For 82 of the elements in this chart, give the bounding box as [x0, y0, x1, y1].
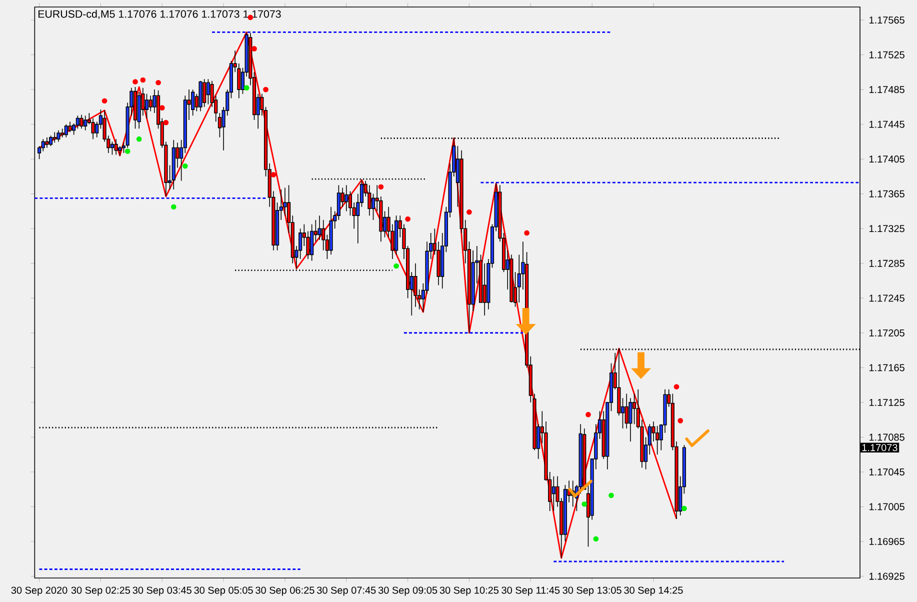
y-tick-label: 1.17045: [869, 468, 904, 476]
point: [524, 230, 530, 236]
point: [674, 384, 680, 390]
y-tick-label: 1.17325: [869, 225, 904, 232]
point: [586, 412, 591, 418]
point: [466, 209, 472, 215]
point: [608, 492, 614, 498]
y-tick-label: 1.17245: [869, 294, 904, 302]
candlestick: [137, 92, 141, 130]
candlestick: [368, 184, 372, 216]
y-tick-label: 1.17085: [869, 434, 904, 441]
point: [170, 204, 176, 210]
y-tick-label: 1.17285: [869, 260, 904, 267]
x-tick-label: 30 Sep 02:25: [71, 586, 130, 596]
point: [140, 77, 146, 83]
y-tick-label: 1.17445: [869, 120, 904, 128]
candlestick: [436, 241, 440, 286]
x-tick-label: 30 Sep 2020: [11, 586, 68, 596]
line-series: [38, 31, 678, 559]
point: [270, 172, 276, 178]
candlestick: [482, 262, 486, 316]
candlestick: [652, 421, 656, 442]
point: [182, 163, 188, 169]
point: [678, 418, 684, 424]
candlestick: [344, 184, 348, 212]
chart-title: EURUSD-cd,M5 1.17076 1.17076 1.17073 1.17073: [38, 10, 281, 20]
candlestick: [318, 215, 322, 240]
point: [136, 136, 142, 142]
point: [394, 263, 399, 269]
y-tick-label: 1.17405: [869, 156, 904, 163]
x-tick-label: 30 Sep 06:25: [256, 586, 314, 596]
point: [405, 216, 410, 222]
x-tick-label: 30 Sep 03:45: [132, 586, 192, 596]
candlestick: [52, 132, 56, 143]
point: [252, 46, 257, 52]
y-tick-label: 1.17125: [869, 398, 904, 406]
candlestick: [45, 136, 49, 148]
y-tick-label: 1.17365: [869, 190, 904, 198]
x-tick-label: 30 Sep 09:05: [378, 586, 438, 596]
candlestick: [118, 146, 122, 156]
y-tick-label: 1.16965: [869, 538, 904, 546]
point: [582, 501, 588, 507]
candlestick: [306, 230, 310, 260]
candlestick: [80, 114, 84, 130]
candlestick: [114, 138, 118, 156]
y-tick-label: 1.16925: [869, 572, 904, 580]
point: [593, 536, 599, 542]
y-tick-label: 1.17565: [869, 16, 904, 24]
candlestick: [471, 250, 475, 312]
y-tick-label: 1.17005: [869, 503, 904, 510]
candlestick: [624, 393, 628, 429]
candlestick: [329, 206, 333, 256]
x-tick-label: 30 Sep 07:45: [317, 586, 376, 596]
x-tick-label: 30 Sep 14:25: [624, 586, 683, 596]
y-tick-label: 1.17205: [869, 329, 904, 336]
candlestick: [628, 398, 632, 442]
candlestick: [517, 254, 521, 303]
candlestick: [91, 118, 95, 140]
point: [132, 79, 138, 84]
candlestick: [56, 130, 60, 142]
candlestick: [172, 140, 176, 190]
point: [263, 86, 268, 92]
text: 1.17073: [862, 444, 898, 452]
candlestick: [237, 63, 241, 99]
y-tick-label: 1.17525: [869, 51, 904, 58]
y-tick-label: 1.17165: [869, 364, 904, 372]
point: [682, 506, 687, 512]
point: [102, 98, 108, 104]
point: [156, 80, 161, 86]
x-tick-label: 30 Sep 11:45: [502, 586, 560, 596]
point: [159, 105, 165, 110]
x-tick-label: 30 Sep 13:05: [562, 586, 622, 596]
point: [163, 120, 169, 126]
candlestick: [148, 95, 152, 112]
y-tick-label: 1.17485: [869, 86, 904, 94]
x-tick-label: 30 Sep 10:25: [440, 586, 499, 596]
candlestick: [552, 476, 556, 512]
candlestick: [379, 196, 383, 242]
candlestick: [41, 138, 45, 152]
x-tick-label: 30 Sep 05:05: [194, 586, 253, 596]
point: [378, 184, 384, 190]
point: [244, 85, 250, 90]
